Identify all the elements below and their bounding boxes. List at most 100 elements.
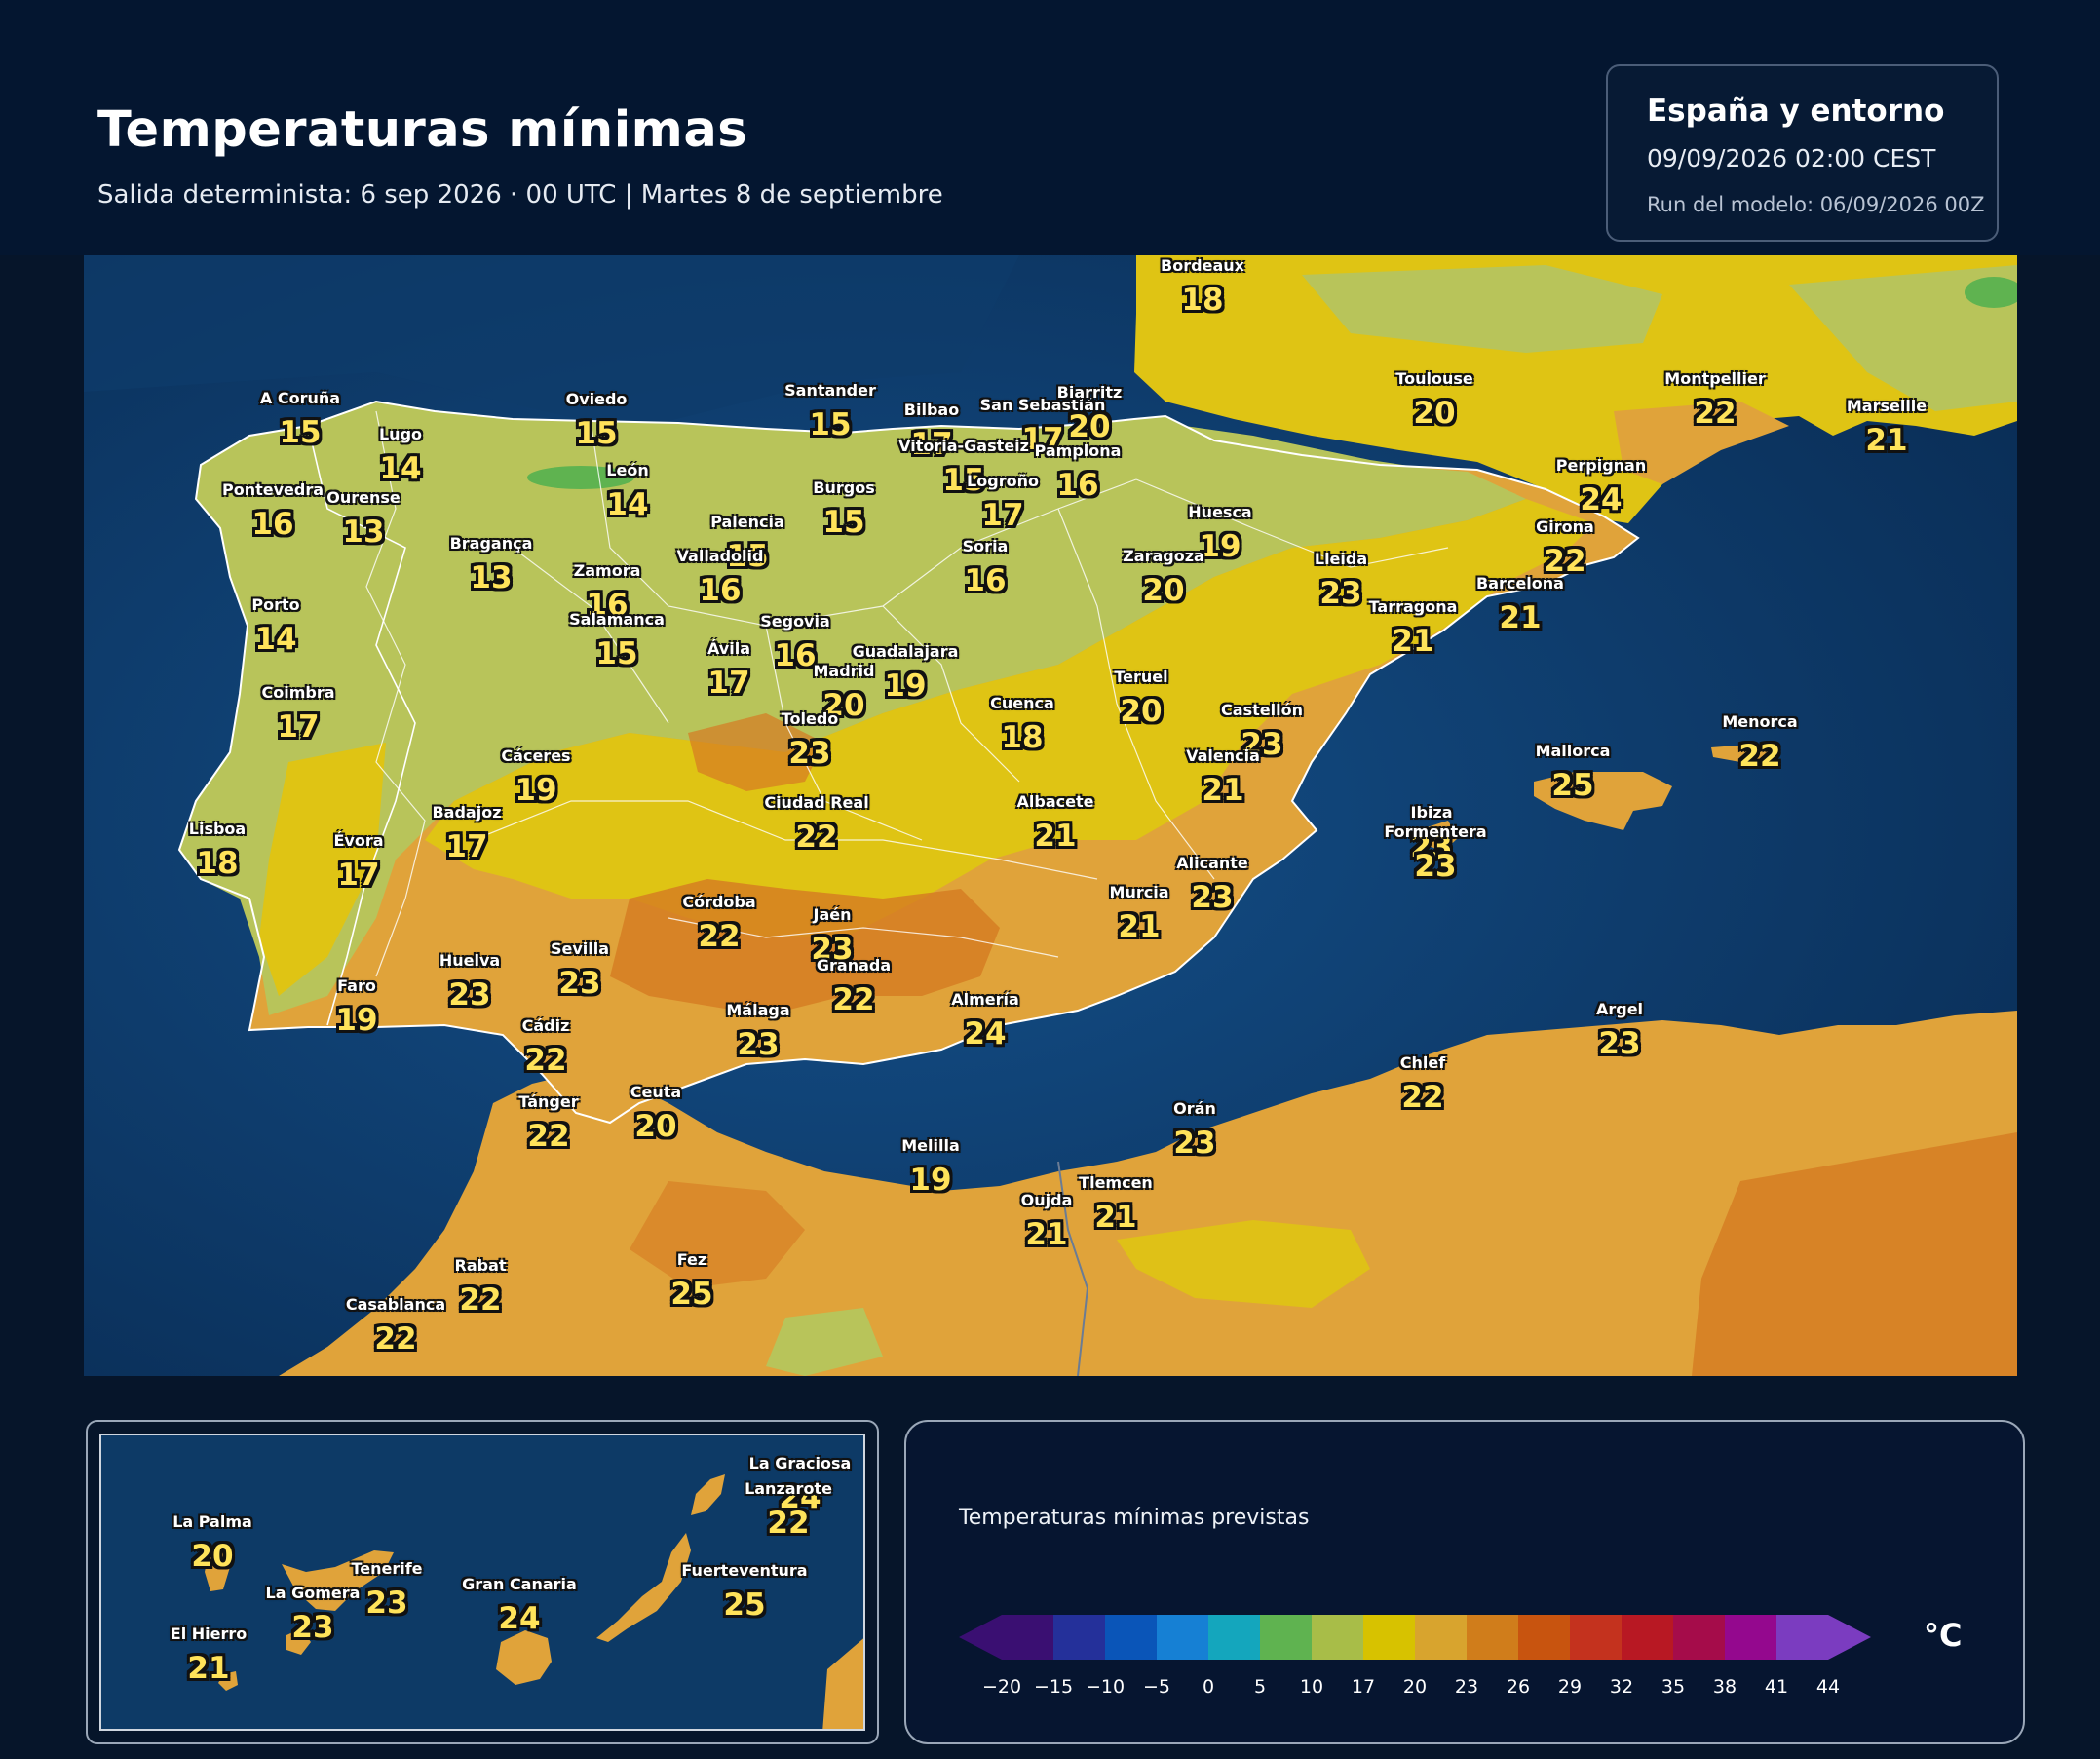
city-name: Badajoz — [432, 803, 502, 822]
city-temperature: 14 — [379, 451, 422, 486]
city-name: Menorca — [1722, 712, 1798, 731]
city-name: Teruel — [1114, 668, 1168, 686]
colorbar-tick-label: −20 — [982, 1676, 1021, 1698]
city-label: Porto 14 — [251, 595, 300, 658]
city-temperature: 23 — [1410, 829, 1453, 864]
city-name: Toulouse — [1395, 369, 1473, 388]
menorca-island — [1711, 745, 1779, 764]
city-name: Salamanca — [569, 610, 665, 629]
city-name: Orán — [1173, 1099, 1216, 1118]
city-temperature: 18 — [1181, 283, 1224, 318]
city-name: Bragança — [449, 534, 533, 553]
canarias-inset[interactable]: La Graciosa 24 Lanzarote 22 La Palma 20 Teneri… — [86, 1420, 879, 1744]
city-name: Castellón — [1221, 701, 1303, 719]
city-temperature: 17 — [707, 666, 750, 701]
guadalquivir-hot-zone — [610, 879, 1000, 1015]
city-name: Marseille — [1846, 397, 1928, 415]
city-temperature: 22 — [1694, 396, 1737, 431]
island-name: La Gomera — [265, 1584, 361, 1602]
city-name: Sevilla — [550, 939, 610, 958]
city-label: Castellón 23 — [1221, 701, 1303, 763]
colorbar-segment — [1312, 1615, 1363, 1660]
canarias-map: La Graciosa 24 Lanzarote 22 La Palma 20 Teneri… — [99, 1434, 865, 1731]
city-temperature: 15 — [942, 463, 985, 498]
city-label: Cáceres 19 — [501, 747, 570, 809]
city-label: Ciudad Real 22 — [764, 793, 869, 856]
city-label: Madrid 20 — [814, 663, 875, 724]
lanzarote-island — [691, 1474, 725, 1515]
city-temperature: 20 — [634, 1109, 677, 1144]
city-name: Ávila — [706, 639, 751, 658]
colorbar-high-arrow — [1828, 1615, 1871, 1660]
city-label: Lugo 14 — [378, 425, 423, 487]
el-hierro-island — [218, 1671, 238, 1691]
city-temperature: 22 — [832, 982, 875, 1017]
city-name: Tlemcen — [1079, 1173, 1153, 1192]
colorbar-tick-label: −15 — [1034, 1676, 1073, 1698]
city-label: Melilla 19 — [901, 1137, 960, 1199]
city-name: Barcelona — [1476, 574, 1564, 593]
colorbar-tick-label: 29 — [1558, 1676, 1582, 1698]
city-label: Ávila 17 — [706, 639, 751, 702]
city-temperature: 13 — [470, 560, 513, 595]
city-temperature: 23 — [448, 977, 491, 1013]
city-label: Segovia 16 — [760, 613, 830, 674]
city-label: Tánger 22 — [518, 1093, 578, 1155]
city-temperature: 21 — [1094, 1200, 1137, 1235]
city-name: Lugo — [378, 425, 423, 443]
city-temperature: 23 — [558, 966, 601, 1001]
colorbar-segment — [1002, 1615, 1053, 1660]
island-label: Fuerteventura 25 — [681, 1562, 807, 1624]
city-name: Porto — [251, 595, 300, 614]
city-label: Fez 25 — [670, 1251, 712, 1313]
iberia-coastline — [177, 400, 1640, 1125]
city-temperature: 21 — [1034, 819, 1077, 854]
island-name: La Palma — [172, 1512, 252, 1531]
island-label: La Palma 20 — [172, 1512, 252, 1575]
city-label: A Coruña 15 — [259, 389, 341, 451]
city-name: Murcia — [1109, 883, 1169, 901]
island-temperature: 24 — [779, 1480, 821, 1515]
main-map[interactable]: Bordeaux 18 A Coruña 15 Lugo 14 Oviedo 15 Santan… — [84, 255, 2017, 1376]
city-label: Barcelona 21 — [1476, 574, 1564, 636]
city-label: Burgos 15 — [813, 478, 875, 541]
city-temperature: 14 — [254, 622, 297, 657]
island-temperature: 22 — [767, 1506, 810, 1541]
city-temperature: 16 — [964, 563, 1007, 598]
city-temperature: 17 — [981, 498, 1024, 533]
city-name: Vitoria-Gasteiz — [898, 437, 1029, 455]
city-temperature: 22 — [459, 1282, 502, 1318]
city-temperature: 23 — [1319, 576, 1362, 611]
city-temperature: 17 — [337, 858, 380, 893]
city-name: Oujda — [1020, 1191, 1073, 1209]
legend-panel: Temperaturas mínimas previstas −20 −15 −10… — [904, 1420, 2025, 1744]
island-label: Gran Canaria 24 — [462, 1576, 577, 1637]
algeria-hot-zone — [1692, 1132, 2017, 1376]
island-label: El Hierro 21 — [170, 1625, 248, 1687]
city-temperature: 23 — [1173, 1126, 1216, 1161]
city-temperature: 22 — [1544, 544, 1586, 579]
city-label: Teruel 20 — [1114, 668, 1168, 730]
city-name: Ciudad Real — [764, 793, 869, 812]
legend-title: Temperaturas mínimas previstas — [959, 1506, 1310, 1530]
colorbar-tick-label: 26 — [1507, 1676, 1530, 1698]
island-name: El Hierro — [170, 1625, 248, 1643]
city-temperature: 18 — [1001, 720, 1044, 755]
city-label: Coimbra 17 — [261, 684, 334, 746]
city-name: Tarragona — [1368, 597, 1458, 616]
city-temperature: 23 — [1414, 849, 1457, 884]
city-temperature: 20 — [822, 688, 865, 723]
morocco-hot-zone — [630, 1181, 805, 1288]
city-temperature: 24 — [964, 1016, 1007, 1052]
city-name: Málaga — [726, 1001, 790, 1019]
info-box: España y entorno 09/09/2026 02:00 CEST R… — [1606, 64, 1999, 242]
city-temperature: 15 — [822, 505, 865, 540]
city-label: Pontevedra 16 — [222, 481, 324, 543]
city-name: Burgos — [813, 478, 875, 497]
city-temperature: 22 — [374, 1321, 417, 1357]
city-name: A Coruña — [259, 389, 341, 407]
city-name: Casablanca — [345, 1295, 446, 1314]
city-label: Oviedo 15 — [566, 391, 628, 452]
city-temperature: 15 — [809, 407, 852, 442]
city-temperature: 17 — [445, 829, 488, 864]
